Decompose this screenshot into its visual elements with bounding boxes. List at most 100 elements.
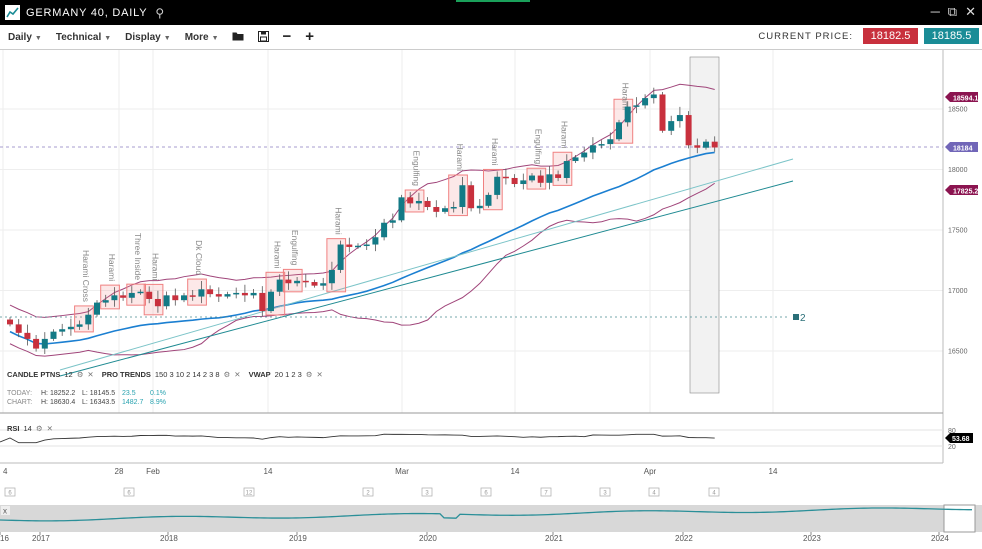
close-icon[interactable]: ✕ — [234, 370, 241, 379]
close-icon[interactable]: ✕ — [316, 370, 323, 379]
candle — [494, 171, 501, 200]
stat-pct: 0.1% — [150, 390, 166, 397]
candle — [598, 140, 605, 149]
candle — [102, 294, 109, 307]
menu-more[interactable]: More ▼ — [185, 32, 219, 43]
stat-pct: 8.9% — [150, 399, 166, 406]
zoom-in-icon[interactable]: + — [305, 28, 315, 45]
year-label: 2019 — [289, 534, 307, 543]
pattern-label: Harami — [151, 253, 161, 281]
candle — [468, 181, 475, 212]
event-marker[interactable]: 6 — [123, 487, 135, 497]
event-marker[interactable]: 3 — [599, 487, 611, 497]
save-icon[interactable] — [257, 30, 269, 44]
stat-low: L: 16343.5 — [82, 399, 116, 406]
year-label: 2023 — [803, 534, 821, 543]
close-icon[interactable]: ✕ — [87, 370, 94, 379]
lower-band-badge: 17825.2 — [953, 189, 978, 196]
event-marker[interactable]: 2 — [362, 487, 374, 497]
selection-region[interactable] — [689, 56, 720, 394]
event-marker[interactable]: 4 — [648, 487, 660, 497]
current-price-label: CURRENT PRICE: — [758, 30, 853, 42]
trend-line-upper[interactable] — [59, 158, 794, 371]
event-marker[interactable]: 4 — [708, 487, 720, 497]
year-label: 2024 — [931, 534, 949, 543]
bid-price-button[interactable]: 18182.5 — [863, 28, 918, 44]
menu-label: More — [184, 31, 209, 43]
candle — [694, 138, 701, 154]
badge-upper: 18594.1 — [945, 92, 978, 103]
caret-down-icon: ▼ — [163, 34, 171, 42]
candle — [207, 285, 214, 298]
level-marker-label: 2 — [800, 313, 806, 324]
gear-icon[interactable]: ⚙ — [76, 370, 84, 379]
gear-icon[interactable]: ⚙ — [35, 424, 43, 433]
candle — [546, 166, 553, 190]
event-count: 2 — [366, 491, 370, 497]
indicator-params: 14 — [23, 424, 32, 433]
candle — [642, 94, 649, 109]
menu-daily[interactable]: Daily ▼ — [8, 32, 42, 43]
ask-price-button[interactable]: 18185.5 — [924, 28, 979, 44]
caret-down-icon: ▼ — [104, 34, 112, 42]
candle — [459, 177, 466, 214]
candle — [563, 154, 570, 184]
rsi-line — [0, 433, 715, 444]
event-marker[interactable]: 7 — [540, 487, 552, 497]
event-count: 3 — [425, 491, 429, 497]
candle — [407, 192, 414, 208]
popout-icon[interactable]: ⧉ — [947, 4, 958, 19]
candle — [302, 274, 309, 288]
candle — [659, 92, 666, 133]
close-icon[interactable]: ✕ — [965, 4, 976, 19]
candle — [589, 137, 596, 160]
search-icon[interactable]: ⚲ — [155, 5, 165, 20]
candle — [320, 277, 327, 290]
event-count: 6 — [8, 491, 12, 497]
indicator-name: RSI — [7, 424, 20, 433]
event-marker[interactable]: 6 — [480, 487, 492, 497]
minimize-icon[interactable]: ─ — [930, 4, 940, 19]
indicator-name: PRO TRENDS — [101, 370, 151, 379]
stat-change: 23.5 — [122, 390, 136, 397]
pattern-label: Dk Cloud — [194, 240, 204, 275]
candle — [94, 300, 100, 317]
upper-band-badge: 18594.1 — [953, 96, 978, 103]
candle — [41, 332, 48, 355]
close-icon[interactable]: ✕ — [46, 424, 53, 433]
bollinger-upper — [9, 83, 715, 318]
event-marker[interactable]: 6 — [4, 487, 16, 497]
candle — [529, 173, 535, 183]
event-count: 7 — [544, 491, 548, 497]
event-count: 6 — [484, 491, 488, 497]
stat-label: CHART: — [7, 399, 33, 406]
pattern-label: Harami — [455, 144, 465, 172]
gear-icon[interactable]: ⚙ — [223, 370, 231, 379]
candle — [572, 154, 579, 163]
candle — [337, 240, 344, 274]
candle — [172, 288, 179, 306]
event-count: 4 — [712, 491, 716, 497]
date-tick: Apr — [644, 467, 657, 476]
event-marker[interactable]: 3 — [421, 487, 433, 497]
candle — [7, 317, 13, 327]
level-marker-icon[interactable] — [793, 314, 799, 320]
price-chart[interactable]: 2 Harami Cross Harami Three Inside Harami Dk… — [0, 50, 982, 549]
zoom-out-icon[interactable]: − — [282, 28, 292, 45]
candle — [76, 320, 83, 330]
folder-open-icon[interactable] — [232, 31, 244, 43]
candle — [15, 319, 22, 338]
event-marker[interactable]: 12 — [243, 487, 255, 497]
candle — [146, 286, 153, 304]
trend-line-lower[interactable] — [59, 180, 794, 377]
event-markers: 6 6 12 2 3 6 7 3 4 4 — [4, 487, 720, 497]
menu-technical[interactable]: Technical ▼ — [56, 32, 111, 43]
date-tick: Mar — [395, 467, 409, 476]
today-stats: TODAY: H: 18252.2 L: 18145.5 23.5 0.1% — [7, 390, 166, 398]
navigator-close-icon[interactable]: x — [3, 507, 7, 516]
navigator-close-button[interactable] — [1, 506, 10, 515]
gear-icon[interactable]: ⚙ — [305, 370, 313, 379]
price-tick: 17500 — [948, 228, 968, 235]
date-tick: 14 — [264, 467, 273, 476]
menu-display[interactable]: Display ▼ — [125, 32, 171, 43]
